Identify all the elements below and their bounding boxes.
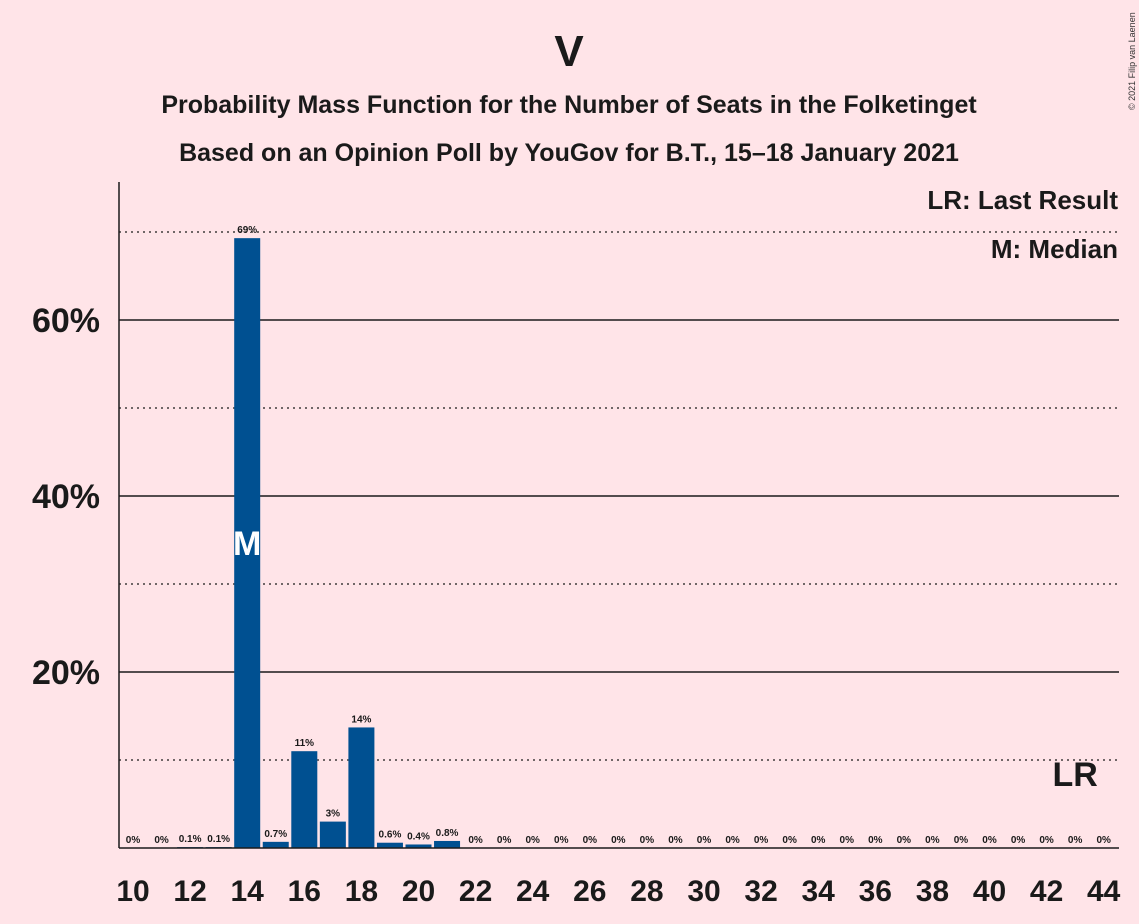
- bar: [291, 751, 318, 848]
- x-tick-label: 30: [687, 875, 720, 908]
- chart-subtitle-2: Based on an Opinion Poll by YouGov for B…: [179, 139, 959, 167]
- grid-lines: [119, 231, 1119, 761]
- bar-value-label: 0%: [782, 835, 797, 846]
- bar-value-label: 0.8%: [436, 828, 459, 839]
- bar-value-label: 0%: [982, 835, 997, 846]
- bar-value-label: 0%: [611, 835, 626, 846]
- bar-value-label: 0%: [668, 835, 683, 846]
- bar-value-label: 0%: [154, 835, 169, 846]
- bar: [348, 727, 375, 848]
- x-tick-label: 34: [802, 875, 836, 908]
- x-tick-label: 36: [859, 875, 892, 908]
- bar-value-label: 11%: [295, 738, 315, 749]
- bar-value-label: 0%: [583, 835, 598, 846]
- x-tick-label: 14: [231, 875, 265, 908]
- bar-value-label: 0.4%: [407, 831, 430, 842]
- bar-value-label: 0%: [840, 835, 855, 846]
- bar-value-label: 0%: [725, 835, 740, 846]
- y-tick-label: 60%: [32, 302, 100, 340]
- y-tick-label: 20%: [32, 654, 100, 692]
- x-tick-label: 28: [630, 875, 663, 908]
- bar-value-label: 0%: [811, 835, 826, 846]
- y-axis-ticks: 20% 40% 60%: [32, 302, 100, 692]
- x-tick-label: 20: [402, 875, 435, 908]
- bars: [177, 238, 461, 848]
- x-tick-label: 42: [1030, 875, 1063, 908]
- bar-value-label: 0%: [868, 835, 883, 846]
- x-tick-label: 12: [173, 875, 206, 908]
- bar-value-label: 0%: [697, 835, 712, 846]
- bar-value-label: 0%: [925, 835, 940, 846]
- last-result-marker: LR: [1052, 756, 1097, 794]
- bar-value-label: 0%: [954, 835, 969, 846]
- bar: [405, 844, 432, 848]
- bar-value-label: 3%: [326, 809, 341, 820]
- chart-subtitle-1: Probability Mass Function for the Number…: [161, 91, 977, 119]
- x-tick-label: 16: [288, 875, 321, 908]
- bar-value-label: 0.7%: [264, 829, 287, 840]
- median-marker: M: [233, 525, 261, 563]
- bar-value-label: 0%: [497, 835, 512, 846]
- bar-value-label: 0%: [554, 835, 569, 846]
- bar-value-label: 0.1%: [179, 834, 202, 845]
- legend-last-result: LR: Last Result: [927, 185, 1118, 215]
- bar-value-label: 0%: [1039, 835, 1054, 846]
- bar-value-label: 0.1%: [207, 834, 230, 845]
- bar-value-label: 14%: [351, 714, 371, 725]
- x-tick-label: 22: [459, 875, 492, 908]
- x-tick-label: 24: [516, 875, 550, 908]
- bar-value-label: 0%: [897, 835, 912, 846]
- bar-value-label: 0%: [1011, 835, 1026, 846]
- bar-value-label: 0.6%: [379, 830, 402, 841]
- bar: [319, 821, 346, 848]
- bar-value-label: 0%: [468, 835, 483, 846]
- bar-value-label: 0%: [525, 835, 540, 846]
- bar: [434, 840, 461, 848]
- bar: [376, 842, 403, 848]
- x-axis-ticks: 10 12 14 16 18 20 22 24 26 28 30 32 34 36 38 40 42 44: [116, 875, 1120, 908]
- chart-title: V: [554, 27, 584, 76]
- x-tick-label: 18: [345, 875, 378, 908]
- bar-value-label: 69%: [237, 225, 257, 236]
- markers: M LR: [233, 525, 1098, 794]
- copyright-notice: © 2021 Filip van Laenen: [1127, 12, 1137, 110]
- x-tick-label: 32: [744, 875, 777, 908]
- bar-value-label: 0%: [1096, 835, 1111, 846]
- bar-value-label: 0%: [754, 835, 769, 846]
- x-tick-label: 44: [1087, 875, 1121, 908]
- x-tick-label: 38: [916, 875, 949, 908]
- bar-labels: 0% 0% 0.1% 0.1% 69% 0.7% 11% 3% 14% 0.6% 0.4% 0.8% 0…: [126, 225, 1111, 846]
- bar-value-label: 0%: [640, 835, 655, 846]
- x-tick-label: 10: [116, 875, 149, 908]
- x-tick-label: 40: [973, 875, 1006, 908]
- bar: [262, 841, 289, 848]
- x-tick-label: 26: [573, 875, 606, 908]
- bar: [234, 238, 261, 848]
- bar-value-label: 0%: [1068, 835, 1083, 846]
- y-tick-label: 40%: [32, 478, 100, 516]
- bar-value-label: 0%: [126, 835, 141, 846]
- legend-median: M: Median: [991, 234, 1118, 264]
